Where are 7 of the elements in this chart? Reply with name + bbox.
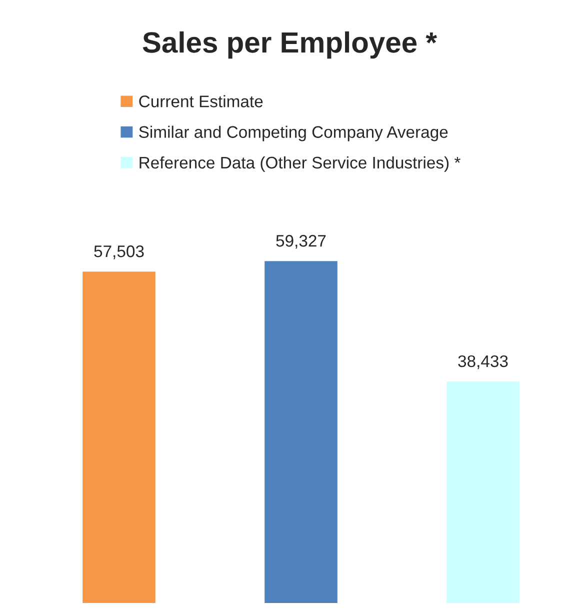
- legend-label: Reference Data (Other Service Industries) *: [140, 156, 460, 172]
- data-label: 59,327: [276, 234, 326, 249]
- data-label: 38,433: [458, 355, 508, 370]
- legend-label: Similar and Competing Company Average: [139, 126, 448, 142]
- chart-title: Sales per Employee *: [142, 31, 438, 59]
- data-label: 57,503: [94, 245, 144, 260]
- legend-label: Current Estimate: [139, 95, 263, 108]
